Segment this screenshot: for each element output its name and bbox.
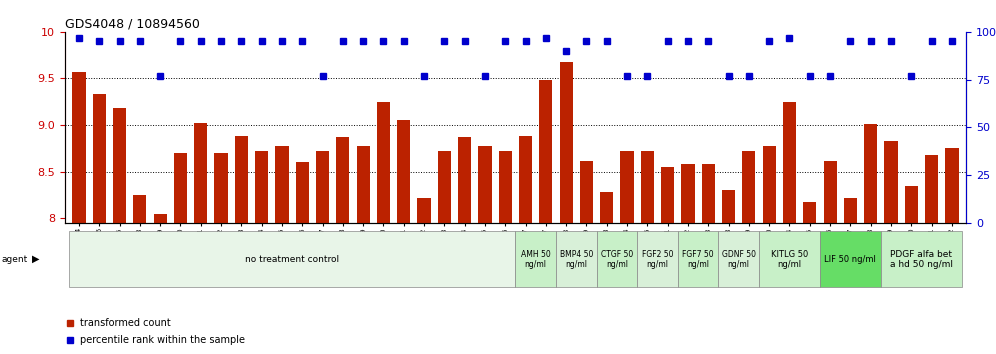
Text: CTGF 50
ng/ml: CTGF 50 ng/ml — [601, 250, 633, 269]
Bar — [718, 231, 759, 287]
Bar — [153, 214, 166, 354]
Text: no treatment control: no treatment control — [245, 255, 340, 264]
Text: FGF7 50
ng/ml: FGF7 50 ng/ml — [682, 250, 714, 269]
Bar — [759, 231, 820, 287]
Bar — [519, 136, 532, 354]
Bar — [397, 120, 410, 354]
Bar — [803, 201, 817, 354]
Bar — [722, 190, 735, 354]
Bar — [296, 162, 309, 354]
Text: ▶: ▶ — [32, 254, 40, 264]
Bar — [556, 231, 597, 287]
Text: agent: agent — [2, 255, 28, 264]
Bar — [640, 151, 654, 354]
Bar — [235, 136, 248, 354]
Bar — [824, 161, 837, 354]
Bar — [702, 164, 715, 354]
Bar — [580, 161, 593, 354]
Bar — [357, 145, 370, 354]
Bar — [499, 151, 512, 354]
Bar — [865, 124, 877, 354]
Text: GDNF 50
ng/ml: GDNF 50 ng/ml — [722, 250, 756, 269]
Bar — [458, 137, 471, 354]
Bar — [661, 167, 674, 354]
Text: PDGF alfa bet
a hd 50 ng/ml: PDGF alfa bet a hd 50 ng/ml — [890, 250, 953, 269]
Text: KITLG 50
ng/ml: KITLG 50 ng/ml — [771, 250, 808, 269]
Text: LIF 50 ng/ml: LIF 50 ng/ml — [825, 255, 876, 264]
Bar — [880, 231, 962, 287]
Bar — [255, 151, 268, 354]
Bar — [597, 231, 637, 287]
Text: transformed count: transformed count — [80, 318, 170, 328]
Bar — [417, 198, 430, 354]
Bar — [925, 155, 938, 354]
Bar — [194, 123, 207, 354]
Bar — [945, 148, 958, 354]
Bar — [539, 80, 553, 354]
Bar — [113, 108, 126, 354]
Bar — [621, 151, 633, 354]
Bar — [275, 145, 289, 354]
Bar — [174, 153, 187, 354]
Bar — [783, 102, 796, 354]
Bar — [884, 141, 897, 354]
Bar — [376, 102, 390, 354]
Text: BMP4 50
ng/ml: BMP4 50 ng/ml — [560, 250, 593, 269]
Bar — [133, 195, 146, 354]
Bar — [637, 231, 678, 287]
Text: GDS4048 / 10894560: GDS4048 / 10894560 — [65, 18, 199, 31]
Bar — [515, 231, 556, 287]
Bar — [678, 231, 718, 287]
Text: FGF2 50
ng/ml: FGF2 50 ng/ml — [641, 250, 673, 269]
Text: percentile rank within the sample: percentile rank within the sample — [80, 335, 245, 345]
Bar — [681, 164, 694, 354]
Bar — [560, 62, 573, 354]
Bar — [904, 186, 918, 354]
Bar — [337, 137, 350, 354]
Bar — [478, 145, 492, 354]
Bar — [93, 94, 106, 354]
Bar — [316, 151, 329, 354]
Bar — [69, 231, 515, 287]
Bar — [214, 153, 228, 354]
Bar — [820, 231, 880, 287]
Bar — [742, 151, 756, 354]
Bar — [438, 151, 451, 354]
Bar — [844, 198, 857, 354]
Bar — [763, 145, 776, 354]
Bar — [601, 192, 614, 354]
Text: AMH 50
ng/ml: AMH 50 ng/ml — [521, 250, 551, 269]
Bar — [73, 72, 86, 354]
